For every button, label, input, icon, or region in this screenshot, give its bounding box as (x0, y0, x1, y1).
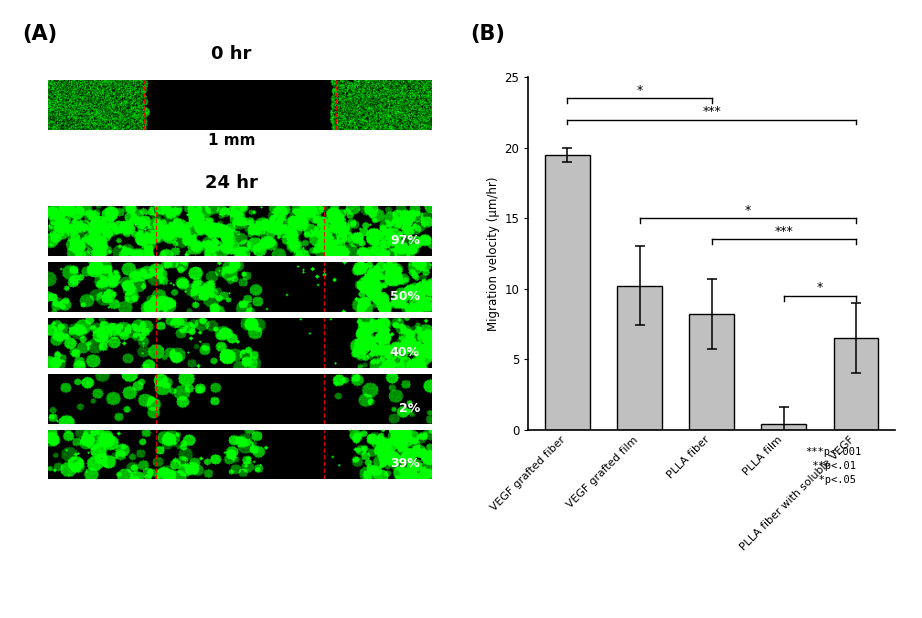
Text: (B): (B) (470, 24, 505, 44)
Text: ***p<.001
 **p<.01
  *p<.05: ***p<.001 **p<.01 *p<.05 (806, 447, 862, 485)
Text: (A): (A) (23, 24, 58, 44)
Text: 0 hr: 0 hr (211, 45, 252, 63)
Text: 24 hr: 24 hr (205, 174, 257, 192)
Text: 1 mm: 1 mm (207, 133, 255, 148)
